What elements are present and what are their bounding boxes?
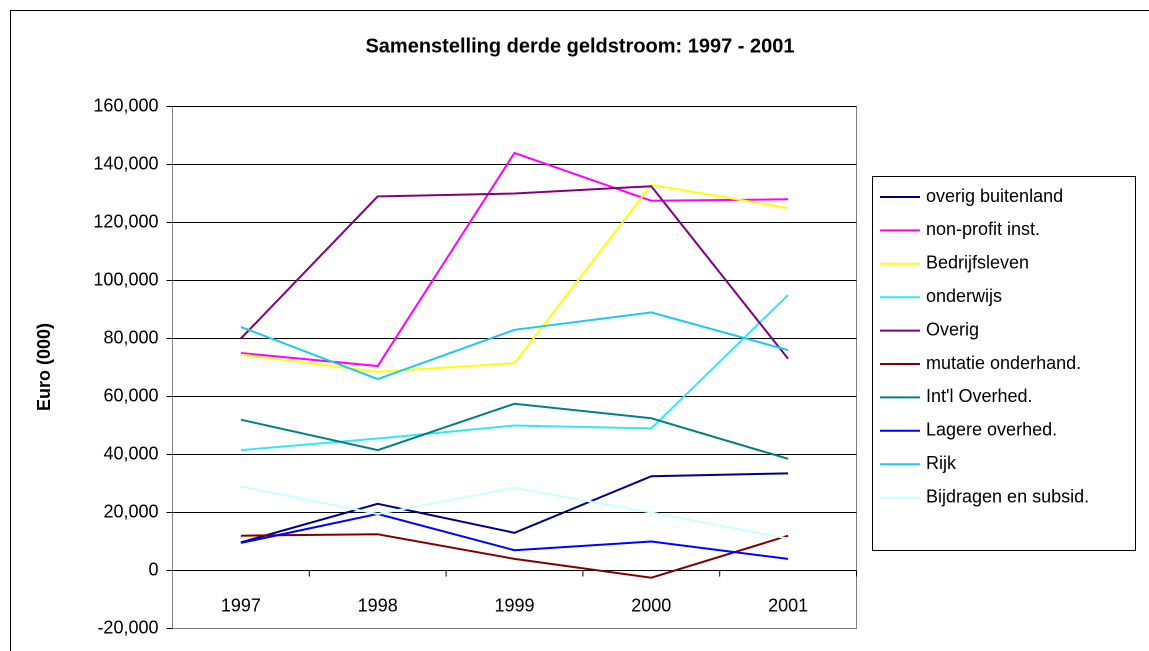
x-tick-label: 1997 <box>221 595 261 615</box>
series-line <box>240 185 789 360</box>
y-tick-label: -20,000 <box>97 617 158 637</box>
y-tick-label: 160,000 <box>93 95 158 115</box>
y-axis-label: Euro (000) <box>34 323 54 411</box>
series-line <box>240 294 789 452</box>
legend-label: overig buitenland <box>926 186 1063 206</box>
y-tick-label: 120,000 <box>93 211 158 231</box>
y-tick-label: 100,000 <box>93 269 158 289</box>
legend-label: Lagere overhed. <box>926 420 1057 440</box>
y-tick-label: 20,000 <box>103 501 158 521</box>
legend-label: Rijk <box>926 453 957 473</box>
legend-label: mutatie onderhand. <box>926 353 1081 373</box>
legend-label: Int'l Overhed. <box>926 386 1033 406</box>
y-tick-label: 80,000 <box>103 327 158 347</box>
series-line <box>240 183 789 373</box>
series-line <box>240 485 789 540</box>
y-tick-label: 140,000 <box>93 153 158 173</box>
series-line <box>240 512 789 560</box>
x-tick-label: 1998 <box>358 595 398 615</box>
y-tick-label: 0 <box>148 559 158 579</box>
legend-label: non-profit inst. <box>926 219 1040 239</box>
series-line <box>240 402 789 460</box>
series-line <box>240 472 789 544</box>
y-tick-label: 40,000 <box>103 443 158 463</box>
y-tick-label: 60,000 <box>103 385 158 405</box>
legend-label: onderwijs <box>926 286 1002 306</box>
series-line <box>240 533 789 579</box>
series-line <box>240 311 789 381</box>
legend-label: Overig <box>926 319 979 339</box>
chart-title: Samenstelling derde geldstroom: 1997 - 2… <box>365 35 794 57</box>
legend-label: Bijdragen en subsid. <box>926 486 1089 506</box>
x-tick-label: 2000 <box>631 595 671 615</box>
x-tick-label: 1999 <box>494 595 534 615</box>
legend-label: Bedrijfsleven <box>926 253 1029 273</box>
x-tick-label: 2001 <box>768 595 808 615</box>
